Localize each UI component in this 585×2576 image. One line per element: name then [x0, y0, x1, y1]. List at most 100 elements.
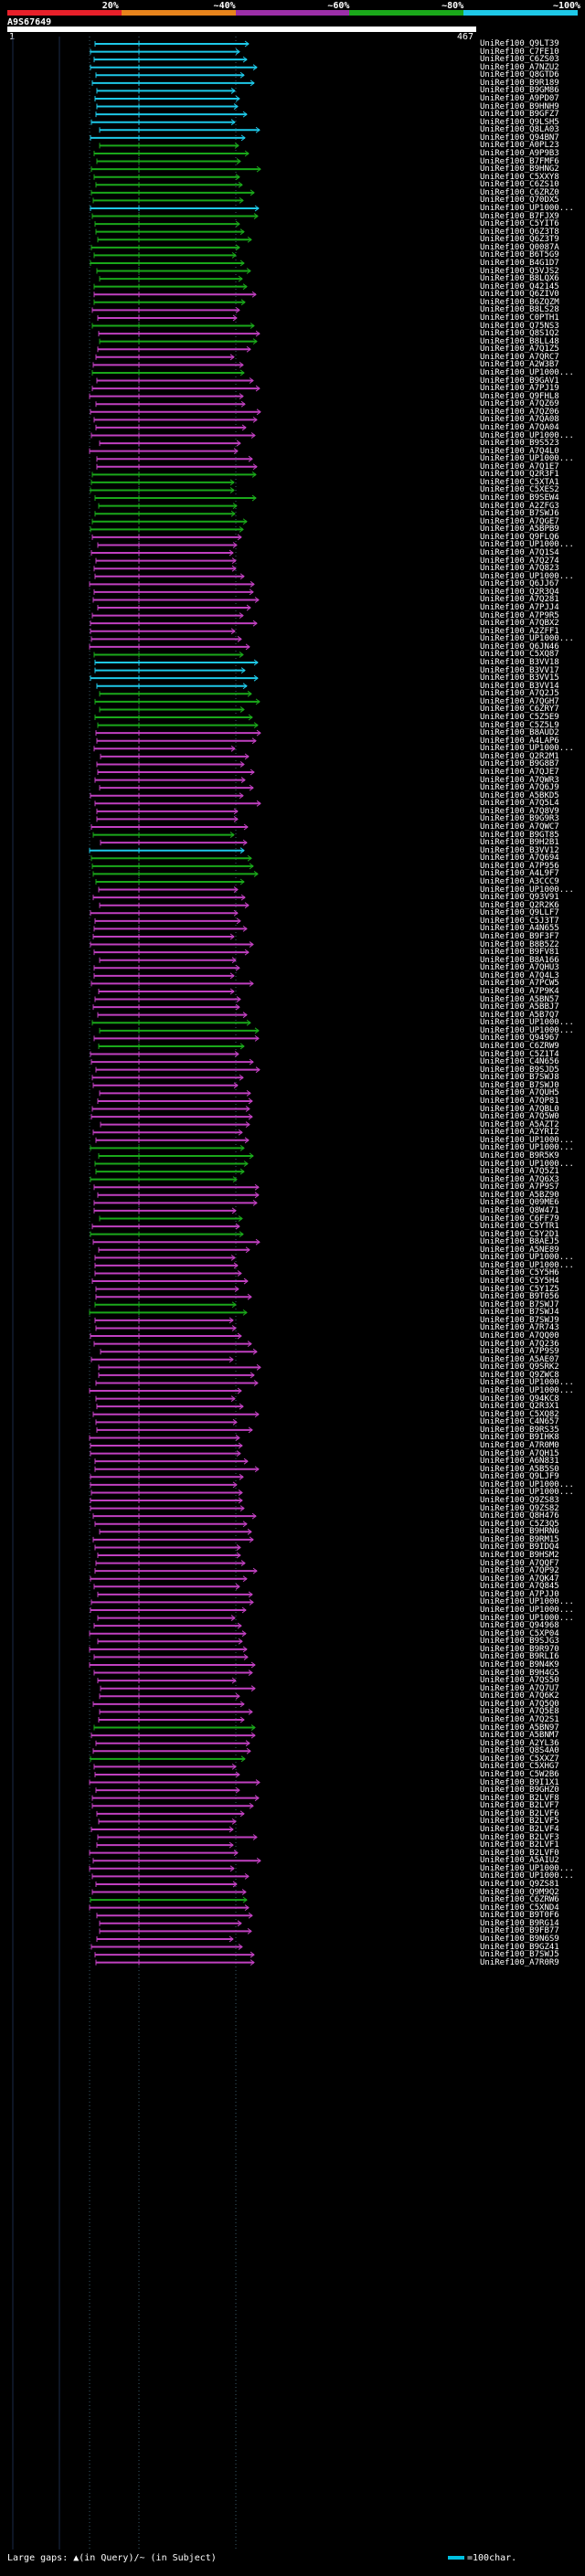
hit-label[interactable]: UniRef100_UP1000... [480, 1871, 574, 1882]
hit-label[interactable]: UniRef100_Q42145 [480, 281, 559, 292]
hit-label[interactable]: UniRef100_C5Z3Q5 [480, 1519, 559, 1529]
hit-label[interactable]: UniRef100_A7Q1Z5 [480, 345, 559, 355]
hit-label[interactable]: UniRef100_A7NZU2 [480, 62, 559, 72]
hit-label[interactable]: UniRef100_A7QUH5 [480, 1088, 559, 1098]
hit-label[interactable]: UniRef100_B9N4K9 [480, 1659, 559, 1670]
hit-label[interactable]: UniRef100_A2YRI2 [480, 1128, 559, 1138]
hit-label[interactable]: UniRef100_A7Q5E8 [480, 1707, 559, 1717]
hit-label[interactable]: UniRef100_C4N656 [480, 1057, 559, 1067]
hit-label[interactable]: UniRef100_B9T0F6 [480, 1911, 559, 1921]
hit-label[interactable]: UniRef100_Q2R3F1 [480, 470, 559, 480]
hit-label[interactable]: UniRef100_B9RS35 [480, 1425, 559, 1435]
hit-label[interactable]: UniRef100_UP1000... [480, 1260, 574, 1270]
hit-label[interactable]: UniRef100_C5YIT6 [480, 219, 559, 229]
hit-label[interactable]: UniRef100_UP1000... [480, 367, 574, 377]
hit-label[interactable]: UniRef100_A7Q694 [480, 853, 559, 864]
hit-label[interactable]: UniRef100_A5BBJ7 [480, 1002, 559, 1012]
hit-label[interactable]: UniRef100_C5Y2D1 [480, 1229, 559, 1239]
hit-label[interactable]: UniRef100_A7Q5L4 [480, 799, 559, 809]
hit-label[interactable]: UniRef100_A7QQF7 [480, 1558, 559, 1568]
hit-label[interactable]: UniRef100_A5BNM7 [480, 1731, 559, 1741]
hit-label[interactable]: UniRef100_A7Q6X3 [480, 1174, 559, 1184]
hit-label[interactable]: UniRef100_B9FB77 [480, 1926, 559, 1936]
hit-label[interactable]: UniRef100_A7P956 [480, 861, 559, 871]
hit-label[interactable]: UniRef100_Q2R3Q4 [480, 587, 559, 597]
hit-label[interactable]: UniRef100_B7SWJ0 [480, 1080, 559, 1090]
hit-label[interactable]: UniRef100_C5XND4 [480, 1903, 559, 1913]
hit-label[interactable]: UniRef100_UP1000... [480, 1378, 574, 1388]
hit-label[interactable]: UniRef100_B9HNH9 [480, 101, 559, 111]
hit-label[interactable]: UniRef100_C5Y5H4 [480, 1277, 559, 1287]
hit-label[interactable]: UniRef100_Q8GTD6 [480, 70, 559, 80]
hit-label[interactable]: UniRef100_UP1000... [480, 430, 574, 440]
hit-label[interactable]: UniRef100_A7QBX2 [480, 619, 559, 629]
hit-label[interactable]: UniRef100_A4LAP6 [480, 736, 559, 746]
hit-label[interactable]: UniRef100_A7PJJ4 [480, 603, 559, 613]
hit-label[interactable]: UniRef100_Q94KC8 [480, 1394, 559, 1404]
hit-label[interactable]: UniRef100_A5B7Q7 [480, 1010, 559, 1020]
hit-label[interactable]: UniRef100_A7Q236 [480, 1339, 559, 1349]
hit-label[interactable]: UniRef100_A7QGE7 [480, 516, 559, 526]
hit-label[interactable]: UniRef100_C5Z5L9 [480, 720, 559, 730]
hit-label[interactable]: UniRef100_UP1000... [480, 1025, 574, 1035]
hit-label[interactable]: UniRef100_A5BN57 [480, 994, 559, 1004]
hit-label[interactable]: UniRef100_B7SWJ8 [480, 1073, 559, 1083]
hit-label[interactable]: UniRef100_B9I1X1 [480, 1777, 559, 1787]
hit-label[interactable]: UniRef100_A7Q8V9 [480, 806, 559, 816]
hit-label[interactable]: UniRef100_B9SEW4 [480, 493, 559, 504]
hit-label[interactable]: UniRef100_Q9ZS82 [480, 1503, 559, 1513]
hit-label[interactable]: UniRef100_B9GHZ0 [480, 1786, 559, 1796]
hit-label[interactable]: UniRef100_A7QP92 [480, 1566, 559, 1576]
hit-label[interactable]: UniRef100_A7R0R9 [480, 1957, 559, 1967]
hit-label[interactable]: UniRef100_A2YL36 [480, 1738, 559, 1748]
hit-label[interactable]: UniRef100_A5AZT2 [480, 1119, 559, 1129]
hit-label[interactable]: UniRef100_A7Q6K2 [480, 1691, 559, 1701]
hit-label[interactable]: UniRef100_A7Q5Q0 [480, 1699, 559, 1709]
hit-label[interactable]: UniRef100_B7SWJ5 [480, 1950, 559, 1960]
hit-label[interactable]: UniRef100_A5NE89 [480, 1245, 559, 1255]
hit-label[interactable]: UniRef100_B9H2B1 [480, 838, 559, 848]
hit-label[interactable]: UniRef100_A7R743 [480, 1323, 559, 1333]
hit-label[interactable]: UniRef100_Q94BN7 [480, 133, 559, 143]
hit-label[interactable]: UniRef100_A7QRC7 [480, 352, 559, 362]
hit-label[interactable]: UniRef100_UP1000... [480, 1606, 574, 1615]
hit-label[interactable]: UniRef100_B9SJG3 [480, 1637, 559, 1647]
hit-label[interactable]: UniRef100_C4N657 [480, 1417, 559, 1427]
hit-label[interactable]: UniRef100_C5Y5H6 [480, 1268, 559, 1278]
hit-label[interactable]: UniRef100_Q9LSH5 [480, 117, 559, 127]
hit-label[interactable]: UniRef100_Q8W471 [480, 1205, 559, 1215]
hit-label[interactable]: UniRef100_B9GM86 [480, 86, 559, 96]
hit-label[interactable]: UniRef100_C6FF79 [480, 1214, 559, 1224]
hit-label[interactable]: UniRef100_Q6Z3T8 [480, 227, 559, 237]
hit-label[interactable]: UniRef100_UP1000... [480, 1018, 574, 1028]
hit-label[interactable]: UniRef100_UP1000... [480, 1386, 574, 1396]
hit-label[interactable]: UniRef100_B9GAV1 [480, 376, 559, 386]
hit-label[interactable]: UniRef100_A7QZ69 [480, 399, 559, 409]
hit-label[interactable]: UniRef100_A5BPB9 [480, 525, 559, 535]
hit-label[interactable]: UniRef100_B9R189 [480, 78, 559, 88]
hit-label[interactable]: UniRef100_B2LVF8 [480, 1793, 559, 1803]
hit-label[interactable]: UniRef100_Q8LA03 [480, 125, 559, 135]
hit-label[interactable]: UniRef100_B9SJD5 [480, 1065, 559, 1075]
hit-label[interactable]: UniRef100_B9G8B7 [480, 759, 559, 769]
hit-label[interactable]: UniRef100_B8AEJ5 [480, 1237, 559, 1247]
hit-label[interactable]: UniRef100_UP1000... [480, 1479, 574, 1489]
hit-label[interactable]: UniRef100_C5XQ87 [480, 650, 559, 660]
hit-label[interactable]: UniRef100_B9GFZ7 [480, 110, 559, 120]
hit-label[interactable]: UniRef100_B9GT85 [480, 830, 559, 840]
hit-label[interactable]: UniRef100_A5AIU2 [480, 1856, 559, 1866]
hit-label[interactable]: UniRef100_A7Q2S1 [480, 1714, 559, 1724]
hit-label[interactable]: UniRef100_B9HNG2 [480, 164, 559, 175]
hit-label[interactable]: UniRef100_Q70DX5 [480, 196, 559, 206]
hit-label[interactable]: UniRef100_Q94967 [480, 1034, 559, 1044]
hit-label[interactable]: UniRef100_B8AUD2 [480, 728, 559, 738]
hit-label[interactable]: UniRef100_B2LVF6 [480, 1808, 559, 1818]
hit-label[interactable]: UniRef100_A7QS50 [480, 1676, 559, 1686]
hit-label[interactable]: UniRef100_UP1000... [480, 1863, 574, 1873]
hit-label[interactable]: UniRef100_B9N6S9 [480, 1934, 559, 1944]
hit-label[interactable]: UniRef100_A7QWC7 [480, 822, 559, 832]
hit-label[interactable]: UniRef100_A9P9B3 [480, 148, 559, 158]
hit-label[interactable]: UniRef100_Q9FHL8 [480, 391, 559, 401]
hit-label[interactable]: UniRef100_A4N655 [480, 924, 559, 934]
hit-label[interactable]: UniRef100_Q8S1Q2 [480, 329, 559, 339]
